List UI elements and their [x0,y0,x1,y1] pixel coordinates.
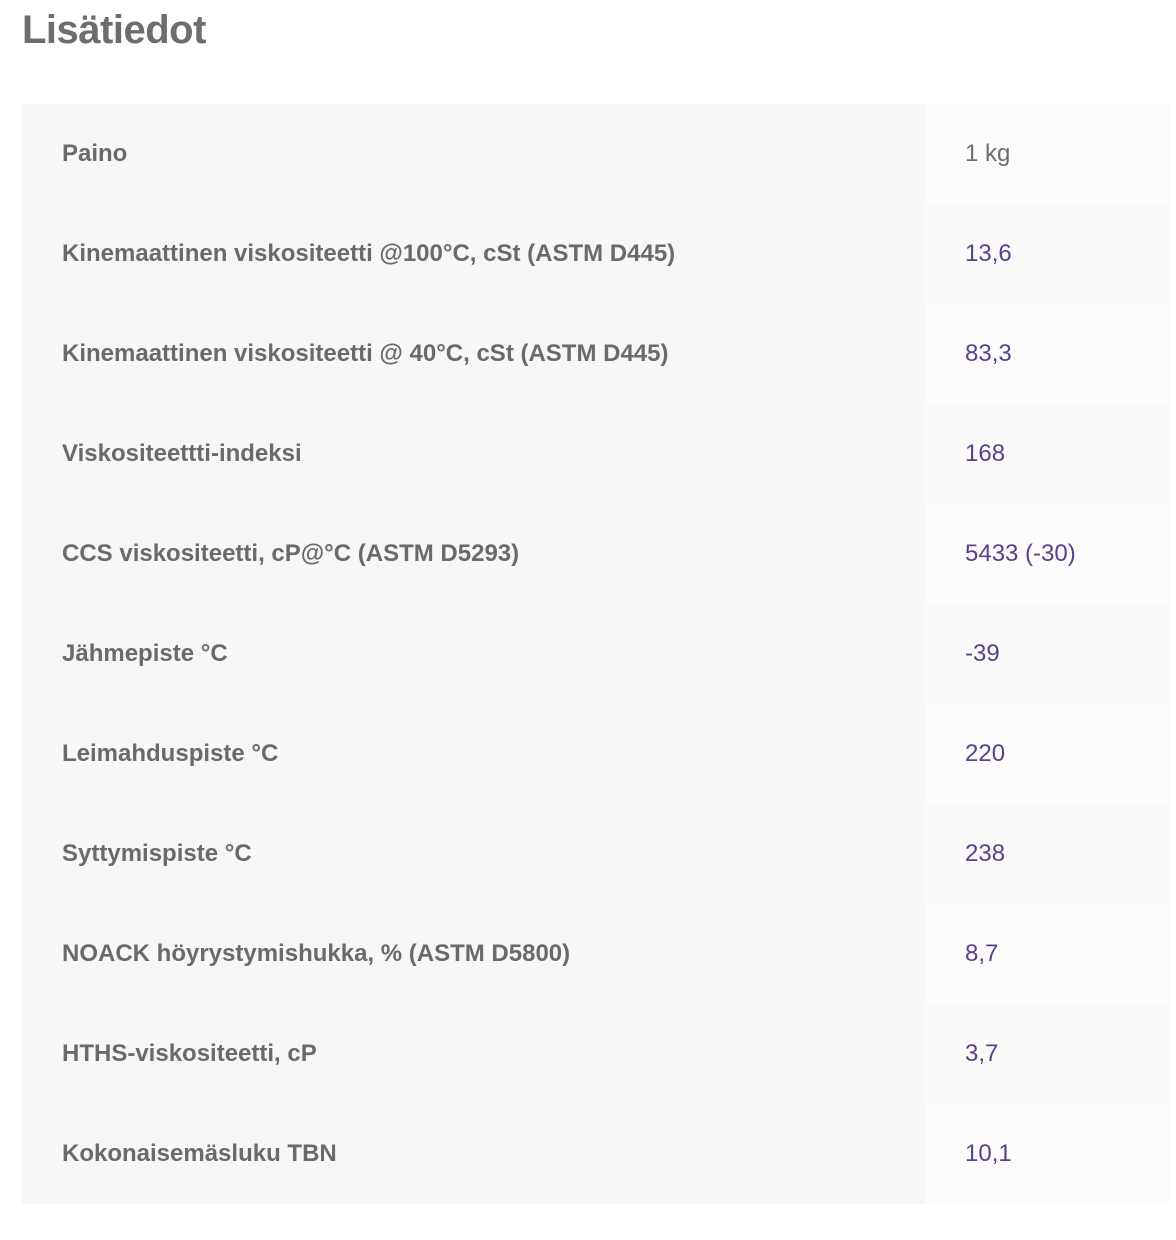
attribute-label: Jähmepiste °C [22,604,925,704]
attribute-value-cell: 13,6 [925,204,1170,304]
attribute-label: Paino [22,104,925,204]
attribute-label: Kinemaattinen viskositeetti @100°C, cSt … [22,204,925,304]
attribute-value-cell: 168 [925,404,1170,504]
attribute-label: NOACK höyrystymishukka, % (ASTM D5800) [22,904,925,1004]
attribute-value-cell: 5433 (-30) [925,504,1170,604]
table-row: Kinemaattinen viskositeetti @100°C, cSt … [22,204,1170,304]
attribute-value-cell: 220 [925,704,1170,804]
attribute-label: Leimahduspiste °C [22,704,925,804]
attribute-value-cell: 83,3 [925,304,1170,404]
table-row: Paino 1 kg [22,104,1170,204]
table-row: HTHS-viskositeetti, cP 3,7 [22,1004,1170,1104]
attribute-label: HTHS-viskositeetti, cP [22,1004,925,1104]
attribute-value-cell: 238 [925,804,1170,904]
attribute-value-cell: -39 [925,604,1170,704]
attribute-value-cell: 10,1 [925,1104,1170,1204]
table-row: Kinemaattinen viskositeetti @ 40°C, cSt … [22,304,1170,404]
table-row: Kokonaisemäsluku TBN 10,1 [22,1104,1170,1204]
attribute-label: Kinemaattinen viskositeetti @ 40°C, cSt … [22,304,925,404]
section-title: Lisätiedot [22,8,206,52]
attribute-value-link[interactable]: 83,3 [965,340,1012,367]
attribute-value-link[interactable]: 13,6 [965,240,1012,267]
attribute-label: Kokonaisemäsluku TBN [22,1104,925,1204]
table-row: Viskositeettti-indeksi 168 [22,404,1170,504]
attribute-label: Syttymispiste °C [22,804,925,904]
table-row: Jähmepiste °C -39 [22,604,1170,704]
table-row: Syttymispiste °C 238 [22,804,1170,904]
attribute-value-link[interactable]: 3,7 [965,1040,999,1067]
attribute-value-cell: 3,7 [925,1004,1170,1104]
attribute-value-cell: 1 kg [925,104,1170,204]
attribute-label: CCS viskositeetti, cP@°C (ASTM D5293) [22,504,925,604]
attribute-value-link[interactable]: 168 [965,440,1006,467]
attribute-value-link[interactable]: -39 [965,640,1000,667]
attribute-value-link[interactable]: 238 [965,840,1006,867]
attribute-value-link[interactable]: 8,7 [965,940,999,967]
attribute-value-link[interactable]: 5433 (-30) [965,540,1076,567]
attribute-value-cell: 8,7 [925,904,1170,1004]
table-row: Leimahduspiste °C 220 [22,704,1170,804]
attribute-label: Viskositeettti-indeksi [22,404,925,504]
attribute-value-link[interactable]: 10,1 [965,1140,1012,1167]
additional-info-table: Paino 1 kg Kinemaattinen viskositeetti @10… [22,104,1170,1204]
table-row: NOACK höyrystymishukka, % (ASTM D5800) 8,… [22,904,1170,1004]
attribute-value-link[interactable]: 220 [965,740,1006,767]
attribute-value: 1 kg [965,140,1011,167]
table-row: CCS viskositeetti, cP@°C (ASTM D5293) 543… [22,504,1170,604]
